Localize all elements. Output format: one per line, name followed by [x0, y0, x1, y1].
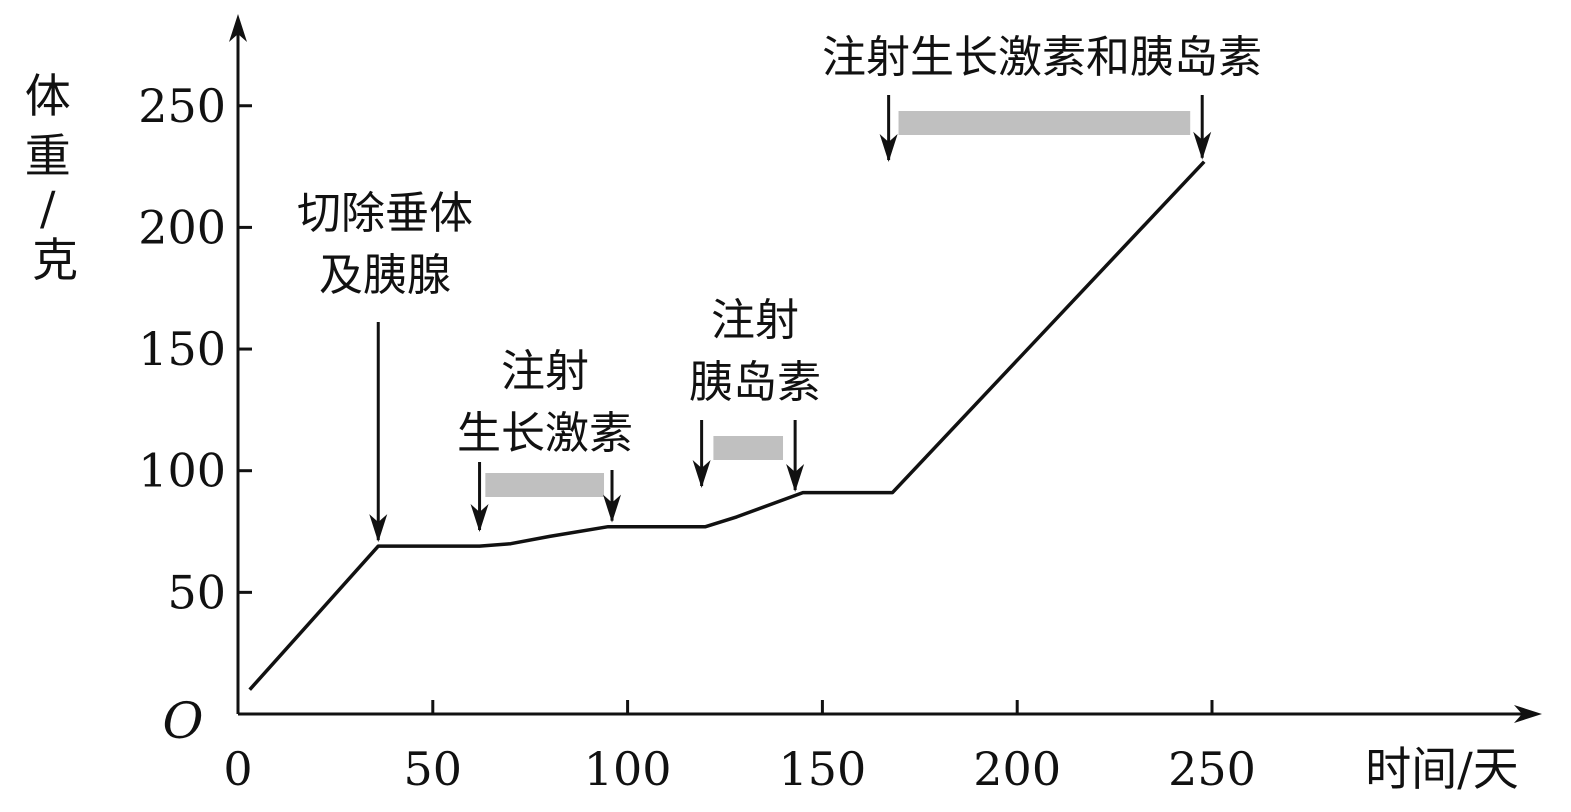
y-tick-label-200: 200	[138, 200, 226, 254]
insulin-end-arrow-icon	[786, 464, 805, 493]
x-axis-title: 时间/天	[1365, 742, 1519, 796]
y-tick-label-100: 100	[138, 444, 226, 498]
both-start-arrow-icon	[879, 134, 898, 162]
x-tick-label-200: 200	[973, 742, 1061, 796]
y-tick-label-150: 150	[138, 322, 226, 376]
x-axis-arrow-icon	[1514, 705, 1542, 723]
origin-label: O	[163, 692, 204, 750]
insulin-start-arrow-icon	[692, 460, 711, 488]
y-tick-label-250: 250	[138, 79, 226, 133]
ticks-layer: 50 100 150 200 250 0 50 100 150 200 250	[138, 79, 1256, 796]
insulin-label-line-1: 注射	[711, 295, 799, 346]
y-axis-title: 体 重 / 克	[25, 69, 86, 287]
surgery-arrow-icon	[369, 514, 388, 543]
weight-series-line	[248, 160, 1206, 691]
insulin-label-line-2: 胰岛素	[689, 357, 821, 408]
both-label-line-1: 注射生长激素和胰岛素	[822, 32, 1262, 83]
y-axis-arrow-icon	[229, 14, 247, 42]
x-tick-label-150: 150	[778, 742, 866, 796]
y-axis-title-char-1: 体	[25, 69, 71, 123]
y-axis-title-char-3: /	[40, 181, 56, 235]
x-tick-label-250: 250	[1168, 742, 1256, 796]
both-injection-bar	[898, 111, 1191, 135]
series-layer	[248, 160, 1206, 691]
gh-end-arrow-icon	[603, 494, 622, 523]
gh-injection-bar	[485, 473, 605, 497]
x-tick-label-0: 0	[223, 742, 252, 796]
y-axis-title-char-4: 克	[32, 233, 78, 287]
gh-label-line-2: 生长激素	[457, 408, 633, 459]
x-tick-label-50: 50	[404, 742, 463, 796]
insulin-injection-bar	[713, 436, 784, 460]
surgery-label-line-2: 及胰腺	[319, 250, 451, 301]
injection-bars	[485, 111, 1191, 497]
both-end-arrow-icon	[1193, 131, 1212, 160]
x-tick-label-100: 100	[584, 742, 672, 796]
gh-label-line-1: 注射	[501, 346, 589, 397]
surgery-label-line-1: 切除垂体	[297, 188, 473, 239]
y-axis-title-char-2: 重	[25, 129, 71, 183]
gh-start-arrow-icon	[470, 504, 489, 532]
y-tick-label-50: 50	[167, 565, 226, 619]
